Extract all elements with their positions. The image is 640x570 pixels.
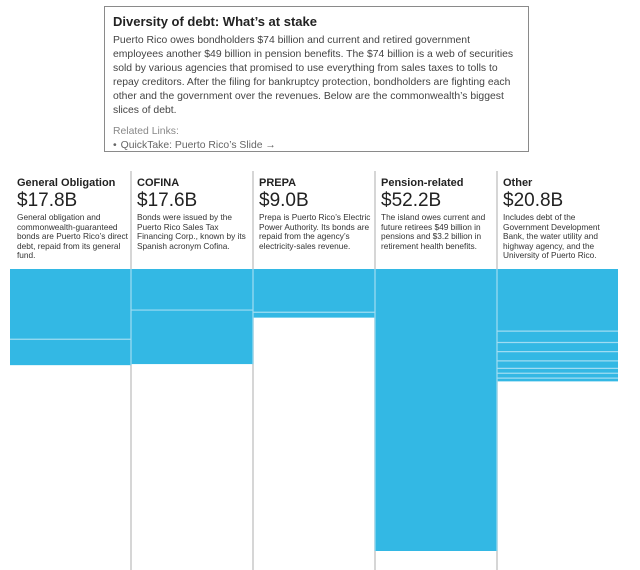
category-label: Other <box>503 177 533 189</box>
info-title: Diversity of debt: What’s at stake <box>113 14 317 29</box>
value-label: $17.6B <box>137 190 198 211</box>
value-label: $9.0B <box>259 190 309 211</box>
value-label: $17.8B <box>17 190 78 211</box>
column-divider <box>130 171 132 570</box>
debt-chart: General Obligation $17.8B General obliga… <box>0 171 640 570</box>
info-body: Puerto Rico owes bondholders $74 billion… <box>113 35 514 116</box>
category-label: PREPA <box>259 177 297 189</box>
category-label: Pension-related <box>381 177 464 189</box>
column-divider <box>374 171 376 570</box>
category-label: COFINA <box>137 177 180 189</box>
category-description: Includes debt of the Government Developm… <box>503 212 600 261</box>
related-link-quicktake[interactable]: • QuickTake: Puerto Rico’s Slide → <box>113 139 520 153</box>
info-box: Diversity of debt: What’s at stake Puert… <box>104 6 529 152</box>
value-label: $52.2B <box>381 190 442 211</box>
category-description: General obligation and commonwealth-guar… <box>17 212 128 261</box>
bullet-icon: • <box>113 140 117 151</box>
category-label: General Obligation <box>17 177 116 189</box>
category-description: The island owes current and future retir… <box>381 212 486 251</box>
value-label: $20.8B <box>503 190 564 211</box>
related-links-label: Related Links: <box>113 126 179 137</box>
category-description: Prepa is Puerto Rico’s Electric Power Au… <box>259 212 371 251</box>
column-divider <box>496 171 498 570</box>
related-link-label[interactable]: QuickTake: Puerto Rico’s Slide <box>120 140 263 151</box>
arrow-right-icon: → <box>265 140 276 151</box>
column-divider <box>252 171 254 570</box>
category-description: Bonds were issued by the Puerto Rico Sal… <box>137 212 246 251</box>
